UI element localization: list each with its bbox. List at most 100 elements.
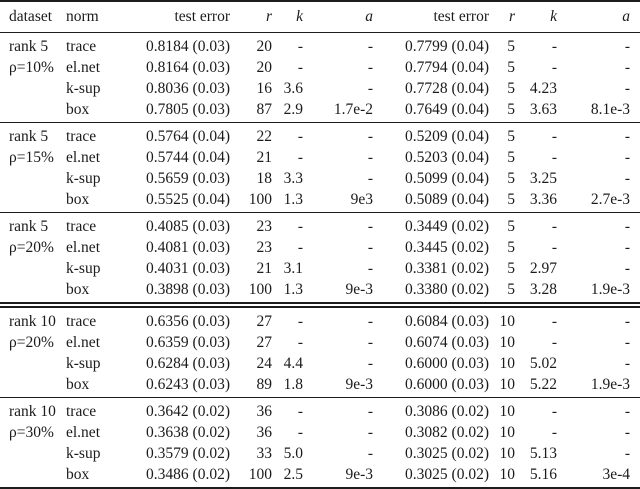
dataset-cell: rank 5 ρ=15%: [0, 122, 60, 212]
cell-test-error-2: 0.6074 (0.03): [405, 333, 489, 351]
cell-r-1: 27: [256, 312, 273, 330]
block-rank5-rho20: rank 5 ρ=20% trace 0.4085 (0.03) 23 - - 0.3449 …: [0, 212, 640, 305]
cell-r-2: 5: [507, 79, 515, 97]
cell-a-1: -: [367, 148, 373, 166]
cell-a-2: -: [624, 312, 630, 330]
cell-test-error-1: 0.4085 (0.03): [146, 217, 230, 235]
cell-k-1: 3.1: [283, 259, 303, 277]
cell-k-2: -: [551, 37, 557, 55]
dataset-cell: rank 5 ρ=10%: [0, 32, 60, 122]
cell-a-2: -: [624, 127, 630, 145]
cell-k-2: 5.22: [529, 375, 557, 393]
cell-test-error-1: 0.3579 (0.02): [146, 444, 230, 462]
cell-r-1: 20: [256, 58, 273, 76]
cell-r-2: 5: [507, 37, 515, 55]
dataset-cell: rank 10 ρ=30%: [0, 397, 60, 488]
cell-test-error-2: 0.5203 (0.04): [405, 148, 489, 166]
cell-r-2: 10: [499, 465, 516, 483]
cell-a-1: -: [367, 444, 373, 462]
cell-r-2: 10: [499, 444, 516, 462]
cell-norm: trace: [66, 37, 97, 55]
cell-r-2: 10: [499, 312, 516, 330]
table-row: el.net 0.4081 (0.03) 23 - - 0.3445 (0.02) 5 - -: [0, 237, 640, 258]
cell-a-1: -: [367, 312, 373, 330]
cell-norm: el.net: [66, 333, 100, 351]
cell-a-2: 8.1e-3: [590, 100, 630, 118]
cell-norm: box: [66, 100, 90, 118]
cell-r-2: 10: [499, 375, 516, 393]
col-header-a-1: a: [365, 7, 373, 25]
block-rank5-rho15: rank 5 ρ=15% trace 0.5764 (0.04) 22 - - 0.5209 …: [0, 122, 640, 212]
cell-a-1: -: [367, 259, 373, 277]
cell-a-2: 2.7e-3: [590, 190, 630, 208]
cell-r-2: 10: [499, 354, 516, 372]
cell-test-error-2: 0.6084 (0.03): [405, 312, 489, 330]
cell-k-2: -: [551, 58, 557, 76]
cell-k-1: 1.3: [283, 190, 303, 208]
cell-k-1: 3.3: [283, 169, 303, 187]
dataset-rho-label: ρ=20%: [9, 333, 54, 351]
cell-a-1: -: [367, 423, 373, 441]
cell-a-2: -: [624, 217, 630, 235]
cell-k-1: -: [297, 312, 303, 330]
cell-k-2: 2.97: [529, 259, 557, 277]
cell-k-1: -: [297, 37, 303, 55]
cell-test-error-1: 0.4081 (0.03): [146, 238, 230, 256]
cell-test-error-2: 0.6000 (0.03): [405, 354, 489, 372]
cell-test-error-1: 0.6284 (0.03): [146, 354, 230, 372]
cell-a-2: -: [624, 58, 630, 76]
dataset-rho-label: ρ=15%: [9, 148, 54, 166]
cell-k-2: 3.28: [529, 280, 557, 298]
cell-test-error-2: 0.3449 (0.02): [405, 217, 489, 235]
cell-test-error-2: 0.3381 (0.02): [405, 259, 489, 277]
cell-a-2: -: [624, 354, 630, 372]
cell-r-1: 23: [256, 238, 273, 256]
table-row: k-sup 0.6284 (0.03) 24 4.4 - 0.6000 (0.03) 10 5…: [0, 353, 640, 374]
cell-a-1: -: [367, 169, 373, 187]
cell-norm: box: [66, 465, 90, 483]
cell-r-2: 5: [507, 190, 515, 208]
cell-r-2: 5: [507, 217, 515, 235]
cell-a-2: 1.9e-3: [590, 375, 630, 393]
cell-test-error-2: 0.5099 (0.04): [405, 169, 489, 187]
cell-k-2: -: [551, 423, 557, 441]
cell-r-2: 5: [507, 100, 515, 118]
cell-r-1: 89: [256, 375, 273, 393]
cell-norm: k-sup: [66, 444, 101, 462]
cell-norm: trace: [66, 217, 97, 235]
col-header-test-error-2: test error: [433, 7, 489, 25]
cell-a-1: 9e3: [350, 190, 373, 208]
cell-k-1: 1.8: [283, 375, 303, 393]
cell-r-2: 5: [507, 127, 515, 145]
cell-k-2: -: [551, 127, 557, 145]
cell-a-1: -: [367, 217, 373, 235]
cell-test-error-1: 0.8036 (0.03): [146, 79, 230, 97]
cell-test-error-2: 0.3025 (0.02): [405, 465, 489, 483]
cell-test-error-2: 0.3380 (0.02): [405, 280, 489, 298]
table-row: rank 10 ρ=20% trace 0.6356 (0.03) 27 - - 0.6084…: [0, 305, 640, 351]
cell-test-error-1: 0.5659 (0.03): [146, 169, 230, 187]
cell-a-1: -: [367, 37, 373, 55]
cell-test-error-1: 0.5764 (0.04): [146, 127, 230, 145]
cell-test-error-1: 0.3486 (0.02): [146, 465, 230, 483]
cell-norm: trace: [66, 312, 97, 330]
cell-a-2: -: [624, 423, 630, 441]
cell-k-1: -: [297, 148, 303, 166]
cell-a-1: -: [367, 354, 373, 372]
table-row: k-sup 0.3579 (0.02) 33 5.0 - 0.3025 (0.02) 10 5…: [0, 443, 640, 464]
dataset-rank-label: rank 5: [9, 217, 49, 235]
cell-norm: el.net: [66, 423, 100, 441]
cell-a-2: -: [624, 238, 630, 256]
cell-k-2: 4.23: [529, 79, 557, 97]
cell-k-1: -: [297, 127, 303, 145]
table-row: k-sup 0.5659 (0.03) 18 3.3 - 0.5099 (0.04) 5 3.…: [0, 168, 640, 189]
cell-a-1: 9e-3: [345, 465, 373, 483]
cell-k-1: 1.3: [283, 280, 303, 298]
block-rank10-rho30: rank 10 ρ=30% trace 0.3642 (0.02) 36 - - 0.3086…: [0, 397, 640, 488]
col-header-test-error-1: test error: [174, 7, 230, 25]
cell-test-error-1: 0.6359 (0.03): [146, 333, 230, 351]
cell-k-1: 4.4: [283, 354, 303, 372]
col-header-k-2: k: [550, 7, 557, 25]
col-header-dataset: dataset: [9, 7, 53, 25]
